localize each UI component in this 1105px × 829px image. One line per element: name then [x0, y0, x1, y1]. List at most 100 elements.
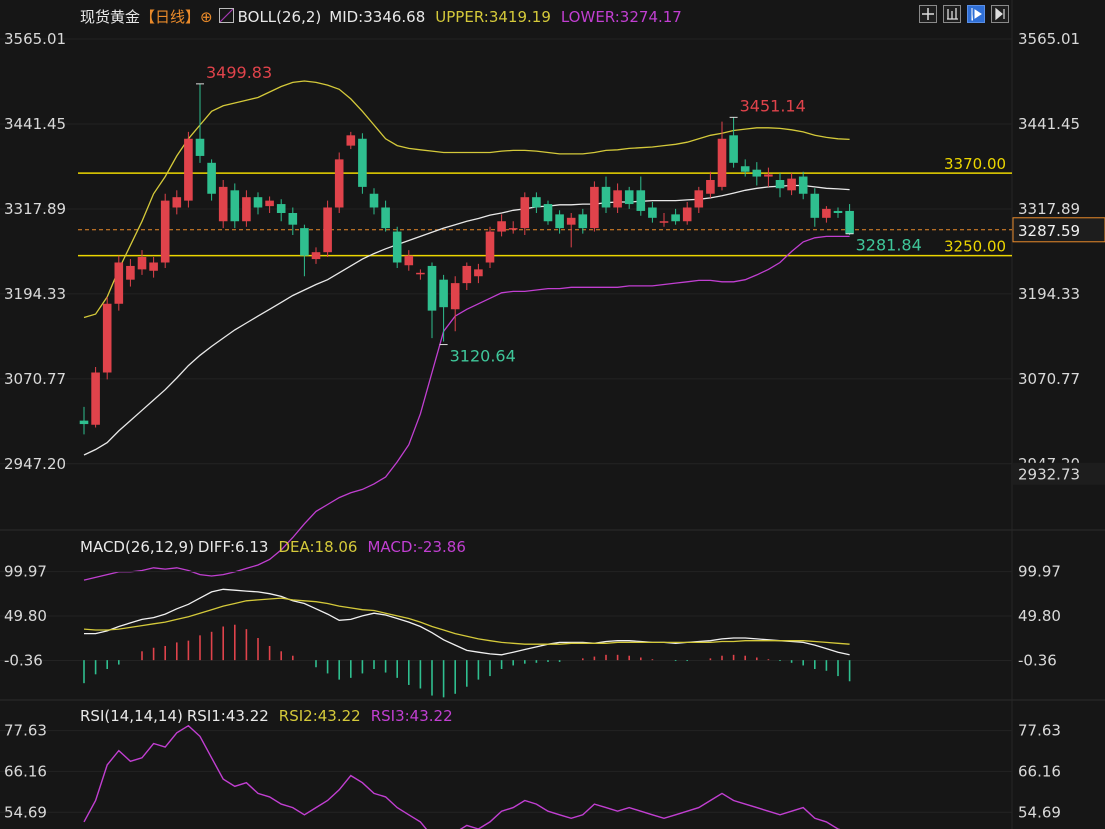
candle-body: [566, 217, 576, 225]
macd-legend: MACD(26,12,9) DIFF:6.13 DEA:18.06 MACD:-23.…: [80, 538, 466, 556]
candle-body: [126, 265, 135, 280]
y-tick-label-right: 3070.77: [1018, 370, 1080, 388]
y-tick-label-right: 3441.45: [1018, 115, 1080, 133]
candle-body: [682, 207, 692, 222]
candle-body: [114, 262, 124, 304]
y-tick-label-left: 3070.77: [4, 370, 66, 388]
candle-body: [822, 208, 831, 218]
boll-name: BOLL(26,2): [237, 8, 322, 26]
candle-body: [334, 159, 344, 208]
y-tick-label-right: 77.63: [1018, 722, 1061, 740]
rsi2: RSI2:43.22: [278, 707, 361, 725]
y-tick-label-left: 3317.89: [4, 200, 66, 218]
candle-body: [740, 166, 750, 172]
main-legend: 现货黄金【日线】⊕ BOLL(26,2) MID:3346.68 UPPER:3419…: [80, 6, 682, 27]
candle-body: [543, 204, 553, 222]
current-price-tag: 3287.59: [1018, 222, 1080, 240]
boll-mid-line: [83, 184, 850, 456]
candle-body: [613, 190, 622, 208]
candle-body: [404, 255, 414, 266]
y-tick-label-right: 54.69: [1018, 803, 1061, 821]
candle-body: [729, 135, 738, 163]
candle-body: [694, 190, 704, 208]
y-tick-label-left: 3565.01: [4, 30, 66, 48]
y-tick-label-right: 3317.89: [1018, 200, 1080, 218]
candle-body: [450, 283, 460, 310]
candle-body: [833, 210, 843, 213]
level-label: 3370.00: [944, 155, 1006, 173]
candle-body: [474, 269, 483, 277]
boll-icon[interactable]: [218, 8, 234, 23]
macd-dea: DEA:18.06: [278, 538, 358, 556]
candle-body: [300, 228, 309, 256]
candle-body: [242, 197, 251, 222]
candle-body: [276, 204, 286, 213]
candle-body: [555, 214, 564, 229]
y-tick-label-left: 3194.33: [4, 285, 66, 303]
y-tick-label-left: 2947.20: [4, 455, 66, 473]
y-tick-label-left: 77.63: [4, 722, 47, 740]
axis-marker-box: [1013, 462, 1105, 485]
candle-body: [311, 252, 321, 260]
y-tick-label-right: 99.97: [1018, 563, 1061, 581]
candle-body: [671, 214, 680, 222]
candle-body: [775, 180, 785, 189]
candle-body: [439, 279, 448, 308]
y-tick-label-left: 49.80: [4, 607, 47, 625]
candle-body: [636, 190, 646, 211]
add-indicator-icon[interactable]: ⊕: [200, 8, 213, 26]
candle-body: [79, 420, 89, 425]
candle-body: [845, 210, 854, 234]
y-tick-label-left: 99.97: [4, 563, 47, 581]
candle-body: [717, 138, 727, 187]
candle-body: [427, 265, 437, 311]
candle-body: [288, 213, 298, 225]
period-label[interactable]: 【日线】: [140, 8, 201, 26]
rsi-name: RSI(14,14,14): [80, 707, 183, 725]
bar-style-icon[interactable]: [943, 5, 961, 23]
play-icon[interactable]: [967, 5, 985, 23]
candle-body: [160, 200, 170, 263]
candle-body: [648, 207, 657, 218]
boll-lower: LOWER:3274.17: [560, 8, 682, 26]
boll-mid: MID:3346.68: [329, 8, 426, 26]
macd-name: MACD(26,12,9): [80, 538, 194, 556]
rsi3: RSI3:43.22: [370, 707, 453, 725]
macd-diff-line: [84, 588, 850, 656]
candle-body: [462, 265, 472, 284]
candle-body: [149, 262, 158, 271]
candle-body: [485, 231, 495, 263]
rsi-legend: RSI(14,14,14) RSI1:43.22 RSI2:43.22 RSI3:43…: [80, 707, 453, 725]
candle-body: [590, 186, 599, 229]
candle-body: [265, 200, 274, 207]
rsi1: RSI1:43.22: [186, 707, 269, 725]
candle-body: [624, 190, 634, 205]
y-tick-label-left: 66.16: [4, 762, 47, 780]
candle-body: [172, 197, 182, 208]
boll-upper: UPPER:3419.19: [435, 8, 551, 26]
level-label: 3250.00: [944, 238, 1006, 256]
candle-body: [787, 178, 796, 191]
candle-body: [184, 138, 193, 201]
candle-body: [532, 197, 541, 208]
forward-icon[interactable]: [991, 5, 1009, 23]
candle-body: [323, 207, 332, 253]
rsi-line: [83, 724, 841, 829]
candle-body: [601, 186, 611, 208]
candle-body: [578, 214, 588, 229]
crosshair-icon[interactable]: [919, 5, 937, 23]
y-tick-label-right: 49.80: [1018, 607, 1061, 625]
candle-body: [508, 228, 518, 230]
candle-body: [358, 138, 367, 187]
y-tick-label-left: 3441.45: [4, 115, 66, 133]
candle-body: [346, 135, 356, 146]
y-tick-label-right: 3194.33: [1018, 285, 1080, 303]
candle-body: [764, 174, 773, 177]
candle-body: [218, 186, 228, 222]
axis-marker-label: 2932.73: [1018, 466, 1080, 484]
candle-body: [91, 372, 100, 425]
y-tick-label-right: 66.16: [1018, 762, 1061, 780]
boll-lower-line: [83, 235, 850, 581]
candle-body: [207, 162, 216, 194]
